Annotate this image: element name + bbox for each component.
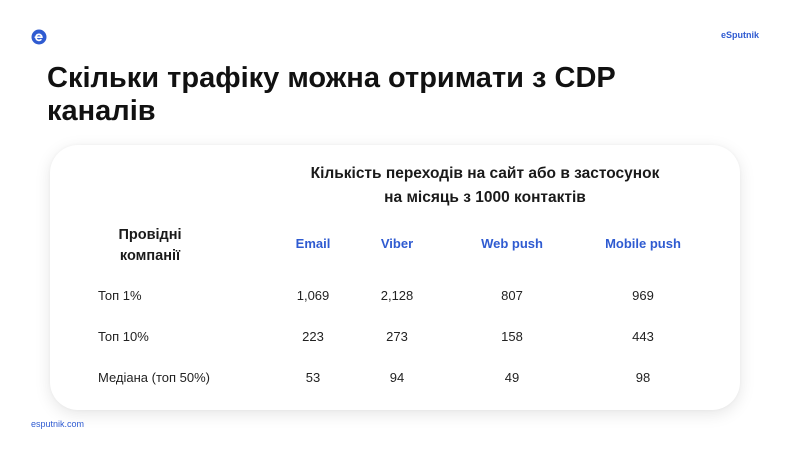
cell-top-10-mobile-push: 443 — [632, 329, 654, 344]
cell-median-email: 53 — [305, 370, 321, 385]
esputnik-logo-icon — [31, 29, 47, 45]
brand-name: eSputnik — [720, 30, 759, 40]
table-subtitle-line-1: Кількість переходів на сайт або в застос… — [310, 165, 660, 182]
cell-median-mobile-push: 98 — [635, 370, 651, 385]
row-label-median: Медіана (топ 50%) — [98, 370, 211, 385]
cell-top-10-viber: 273 — [386, 329, 408, 344]
cell-top-10-email: 223 — [302, 329, 324, 344]
table-subtitle-line-2: на місяць з 1000 контактів — [384, 189, 586, 206]
row-header-line-1: Провідні — [118, 227, 182, 243]
column-header-viber: Viber — [380, 236, 414, 251]
cell-median-viber: 94 — [389, 370, 405, 385]
page-title: Скільки трафіку можна отримати з CDP кан… — [47, 62, 616, 127]
column-header-email: Email — [295, 236, 331, 251]
stats-table-card: Кількість переходів на сайт або в застос… — [50, 145, 740, 410]
row-label-top-10: Топ 10% — [98, 329, 149, 344]
cell-top-1-viber: 2,128 — [380, 288, 414, 303]
cell-median-web-push: 49 — [504, 370, 520, 385]
table-subtitle: Кількість переходів на сайт або в застос… — [250, 162, 720, 210]
column-header-mobile-push: Mobile push — [605, 236, 681, 251]
row-header-line-2: компанії — [119, 248, 181, 264]
row-header: Провідні компанії — [95, 225, 205, 267]
footer-url: esputnik.com — [31, 419, 85, 429]
cell-top-10-web-push: 158 — [501, 329, 523, 344]
row-label-top-1: Топ 1% — [98, 288, 142, 303]
cell-top-1-web-push: 807 — [501, 288, 523, 303]
cell-top-1-mobile-push: 969 — [632, 288, 654, 303]
column-header-web-push: Web push — [481, 236, 543, 251]
cell-top-1-email: 1,069 — [296, 288, 330, 303]
